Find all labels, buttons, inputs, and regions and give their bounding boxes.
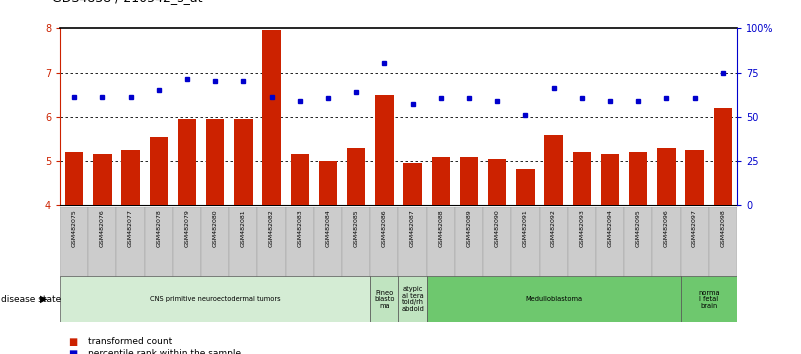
- Text: GSM482087: GSM482087: [410, 209, 415, 247]
- Bar: [65, 152, 83, 205]
- Text: GSM482077: GSM482077: [128, 209, 133, 247]
- Bar: [257, 207, 286, 278]
- Text: GSM482085: GSM482085: [354, 209, 359, 247]
- Text: norma
l fetal
brain: norma l fetal brain: [698, 290, 719, 309]
- Bar: [201, 207, 229, 278]
- Bar: [234, 119, 252, 205]
- Bar: [150, 137, 168, 205]
- Text: transformed count: transformed count: [88, 337, 172, 346]
- Bar: [681, 207, 709, 278]
- Text: CNS primitive neuroectodermal tumors: CNS primitive neuroectodermal tumors: [150, 296, 280, 302]
- Bar: [483, 207, 511, 278]
- Text: GSM482081: GSM482081: [241, 209, 246, 247]
- Text: GSM482096: GSM482096: [664, 209, 669, 247]
- Bar: [709, 207, 737, 278]
- Bar: [652, 207, 681, 278]
- Bar: [573, 152, 591, 205]
- Text: GSM482084: GSM482084: [325, 209, 331, 247]
- Text: GSM482094: GSM482094: [607, 209, 613, 247]
- Bar: [122, 150, 139, 205]
- Bar: [173, 207, 201, 278]
- Bar: [460, 157, 478, 205]
- Bar: [568, 207, 596, 278]
- Bar: [319, 161, 337, 205]
- Bar: [404, 163, 422, 205]
- Text: ▶: ▶: [40, 294, 47, 304]
- Bar: [516, 169, 534, 205]
- Bar: [88, 207, 116, 278]
- Text: ■: ■: [68, 337, 78, 347]
- Text: GSM482080: GSM482080: [213, 209, 218, 247]
- Bar: [178, 119, 196, 205]
- Text: GSM482093: GSM482093: [579, 209, 584, 247]
- Text: Medulloblastoma: Medulloblastoma: [525, 296, 582, 302]
- Text: GSM482079: GSM482079: [184, 209, 190, 247]
- Text: GDS4838 / 210542_s_at: GDS4838 / 210542_s_at: [52, 0, 203, 4]
- Bar: [545, 135, 563, 205]
- Text: GSM482091: GSM482091: [523, 209, 528, 247]
- Text: GSM482083: GSM482083: [297, 209, 302, 247]
- Bar: [540, 207, 568, 278]
- Bar: [511, 207, 540, 278]
- Text: GSM482089: GSM482089: [466, 209, 472, 247]
- Bar: [116, 207, 145, 278]
- Bar: [229, 207, 257, 278]
- Bar: [206, 119, 224, 205]
- Text: GSM482076: GSM482076: [100, 209, 105, 247]
- Bar: [399, 207, 427, 278]
- Text: GSM482098: GSM482098: [720, 209, 726, 247]
- Text: ■: ■: [68, 349, 78, 354]
- Bar: [427, 276, 681, 322]
- Text: GSM482086: GSM482086: [382, 209, 387, 247]
- Bar: [596, 207, 624, 278]
- Text: Pineo
blasto
ma: Pineo blasto ma: [374, 290, 395, 309]
- Bar: [60, 207, 88, 278]
- Bar: [347, 148, 365, 205]
- Bar: [93, 154, 111, 205]
- Bar: [60, 276, 370, 322]
- Bar: [145, 207, 173, 278]
- Text: GSM482075: GSM482075: [71, 209, 77, 247]
- Text: atypic
al tera
toid/rh
abdoid: atypic al tera toid/rh abdoid: [401, 286, 424, 312]
- Bar: [686, 150, 704, 205]
- Text: GSM482088: GSM482088: [438, 209, 443, 247]
- Bar: [314, 207, 342, 278]
- Bar: [375, 95, 393, 205]
- Text: disease state: disease state: [1, 295, 61, 304]
- Text: GSM482090: GSM482090: [495, 209, 500, 247]
- Bar: [455, 207, 483, 278]
- Bar: [681, 276, 737, 322]
- Bar: [488, 159, 506, 205]
- Text: GSM482095: GSM482095: [636, 209, 641, 247]
- Text: percentile rank within the sample: percentile rank within the sample: [88, 349, 241, 354]
- Bar: [370, 207, 398, 278]
- Text: GSM482092: GSM482092: [551, 209, 556, 247]
- Text: GSM482078: GSM482078: [156, 209, 161, 247]
- Bar: [427, 207, 455, 278]
- Bar: [291, 154, 309, 205]
- Text: GSM482082: GSM482082: [269, 209, 274, 247]
- Bar: [370, 276, 398, 322]
- Bar: [342, 207, 370, 278]
- Bar: [601, 154, 619, 205]
- Bar: [263, 30, 281, 205]
- Bar: [399, 276, 427, 322]
- Bar: [432, 157, 450, 205]
- Text: GSM482097: GSM482097: [692, 209, 697, 247]
- Bar: [624, 207, 652, 278]
- Bar: [629, 152, 647, 205]
- Bar: [286, 207, 314, 278]
- Bar: [714, 108, 732, 205]
- Bar: [658, 148, 675, 205]
